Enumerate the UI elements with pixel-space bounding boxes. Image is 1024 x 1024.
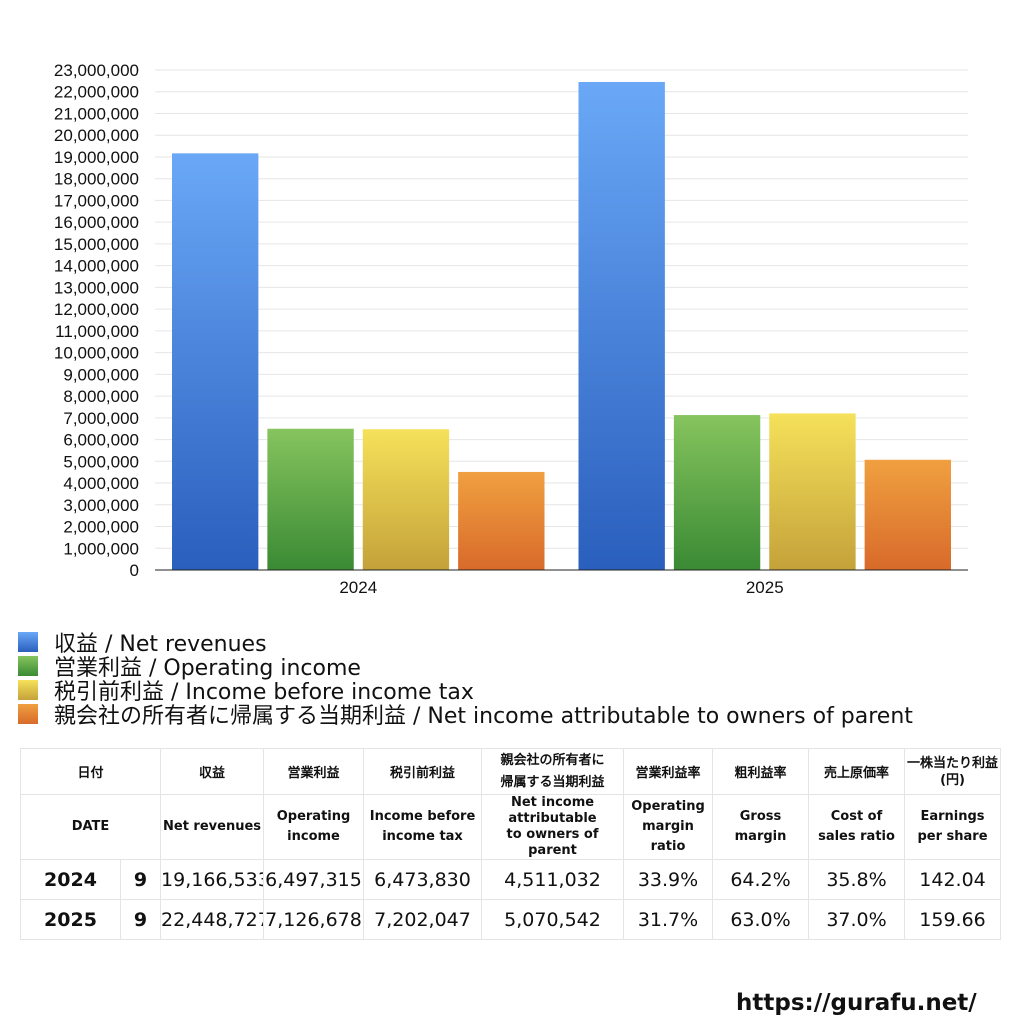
header-cost-of-sales-en: Cost of sales ratio	[808, 794, 906, 860]
header-net-revenues-jp: 収益	[160, 748, 265, 795]
bar-2025-series-2	[769, 413, 856, 570]
cell-operating-income: 7,126,678	[263, 899, 365, 940]
cell-net-revenues: 19,166,533	[160, 859, 265, 900]
bar-2024-series-1	[267, 428, 354, 570]
cell-cost-of-sales: 37.0%	[808, 899, 906, 940]
cell-net-income-parent: 5,070,542	[481, 899, 625, 940]
header-date-jp: 日付	[19, 748, 162, 795]
y-axis-ticks: 0 1,000,000 2,000,000 3,000,000 4,000,000 5,0…	[54, 61, 139, 580]
legend-item: 営業利益 / Operating income	[18, 654, 1018, 681]
header-date-en: DATE	[19, 794, 162, 860]
cell-income-before-tax: 6,473,830	[363, 859, 483, 900]
x-tick-label: 2024	[339, 578, 377, 597]
legend-swatch	[18, 632, 38, 652]
header-operating-margin-en: Operating margin ratio	[623, 794, 714, 860]
bar-2024-series-0	[172, 153, 259, 570]
y-tick-label: 19,000,000	[54, 148, 139, 167]
legend-label: 税引前利益 / Income before income tax	[54, 680, 474, 705]
y-tick-label: 13,000,000	[54, 278, 139, 297]
y-tick-label: 2,000,000	[63, 518, 139, 537]
y-tick-label: 12,000,000	[54, 300, 139, 319]
financial-data-table: 日付 収益 営業利益 税引前利益 親会社の所有者に 帰属する当期利益 営業利益率…	[19, 748, 1002, 940]
legend-swatch	[18, 704, 38, 724]
header-net-income-parent-jp: 親会社の所有者に 帰属する当期利益	[481, 748, 625, 795]
header-cost-of-sales-jp: 売上原価率	[808, 748, 906, 795]
header-operating-income-jp: 営業利益	[263, 748, 365, 795]
y-tick-label: 14,000,000	[54, 257, 139, 276]
header-eps-jp: 一株当たり利益 (円)	[904, 748, 1002, 795]
bar-2024-series-3	[458, 471, 545, 570]
bar-2025-series-3	[864, 459, 951, 570]
y-tick-label: 15,000,000	[54, 235, 139, 254]
cell-cost-of-sales: 35.8%	[808, 859, 906, 900]
y-tick-label: 7,000,000	[63, 409, 139, 428]
site-url[interactable]: https://gurafu.net/	[736, 990, 977, 1016]
legend-swatch	[18, 656, 38, 676]
legend-item: 税引前利益 / Income before income tax	[18, 678, 1018, 705]
y-tick-label: 3,000,000	[63, 496, 139, 515]
y-tick-label: 6,000,000	[63, 431, 139, 450]
cell-net-revenues: 22,448,727	[160, 899, 265, 940]
chart-legend: 収益 / Net revenues 営業利益 / Operating income…	[18, 630, 1018, 729]
x-axis-ticks: 2024 2025	[339, 578, 783, 597]
x-tick-label: 2025	[746, 578, 784, 597]
cell-operating-margin: 31.7%	[623, 899, 714, 940]
y-tick-label: 21,000,000	[54, 104, 139, 123]
header-eps-en: Earnings per share	[904, 794, 1002, 860]
y-tick-label: 22,000,000	[54, 83, 139, 102]
chart-bars	[172, 81, 951, 570]
cell-eps: 142.04	[904, 859, 1002, 900]
legend-label: 親会社の所有者に帰属する当期利益 / Net income attributab…	[54, 704, 913, 729]
header-operating-margin-jp: 営業利益率	[623, 748, 714, 795]
table-header-en: DATE Net revenues Operating income Incom…	[19, 794, 1002, 860]
cell-income-before-tax: 7,202,047	[363, 899, 483, 940]
y-tick-label: 20,000,000	[54, 126, 139, 145]
header-operating-income-en: Operating income	[263, 794, 365, 860]
cell-year: 2025	[20, 899, 121, 940]
legend-swatch	[18, 680, 38, 700]
y-tick-label: 8,000,000	[63, 387, 139, 406]
bar-2025-series-0	[578, 81, 665, 570]
bar-chart: 0 1,000,000 2,000,000 3,000,000 4,000,000 5,0…	[54, 61, 968, 597]
cell-gross-margin: 64.2%	[712, 859, 810, 900]
bar-2024-series-2	[362, 429, 450, 570]
cell-gross-margin: 63.0%	[712, 899, 810, 940]
cell-month: 9	[119, 859, 162, 900]
y-tick-label: 9,000,000	[63, 365, 139, 384]
header-income-before-tax-en: Income before income tax	[363, 794, 483, 860]
y-tick-label: 4,000,000	[63, 474, 139, 493]
legend-item: 親会社の所有者に帰属する当期利益 / Net income attributab…	[18, 702, 1018, 729]
cell-year: 2024	[20, 859, 121, 900]
legend-label: 営業利益 / Operating income	[54, 656, 361, 681]
legend-label: 収益 / Net revenues	[54, 632, 267, 657]
y-tick-label: 1,000,000	[63, 539, 139, 558]
y-tick-label: 11,000,000	[55, 322, 139, 341]
cell-operating-margin: 33.9%	[623, 859, 714, 900]
cell-month: 9	[119, 899, 162, 940]
y-tick-label: 0	[130, 561, 139, 580]
header-net-revenues-en: Net revenues	[160, 794, 265, 860]
y-tick-label: 23,000,000	[54, 61, 139, 80]
header-gross-margin-jp: 粗利益率	[712, 748, 810, 795]
table-row: 2024 9 19,166,533 6,497,315 6,473,830 4,…	[20, 859, 1002, 900]
table-header-jp: 日付 収益 営業利益 税引前利益 親会社の所有者に 帰属する当期利益 営業利益率…	[19, 748, 1002, 795]
y-tick-label: 10,000,000	[54, 344, 139, 363]
y-tick-label: 5,000,000	[63, 452, 139, 471]
table-row: 2025 9 22,448,727 7,126,678 7,202,047 5,…	[20, 899, 1002, 940]
bar-2025-series-1	[673, 415, 761, 570]
cell-operating-income: 6,497,315	[263, 859, 365, 900]
header-income-before-tax-jp: 税引前利益	[363, 748, 483, 795]
legend-item: 収益 / Net revenues	[18, 630, 1018, 657]
cell-eps: 159.66	[904, 899, 1002, 940]
y-tick-label: 17,000,000	[54, 191, 139, 210]
header-gross-margin-en: Gross margin	[712, 794, 810, 860]
header-net-income-parent-en: Net income attributable to owners of par…	[481, 794, 625, 860]
y-tick-label: 16,000,000	[54, 213, 139, 232]
cell-net-income-parent: 4,511,032	[481, 859, 625, 900]
y-tick-label: 18,000,000	[54, 170, 139, 189]
